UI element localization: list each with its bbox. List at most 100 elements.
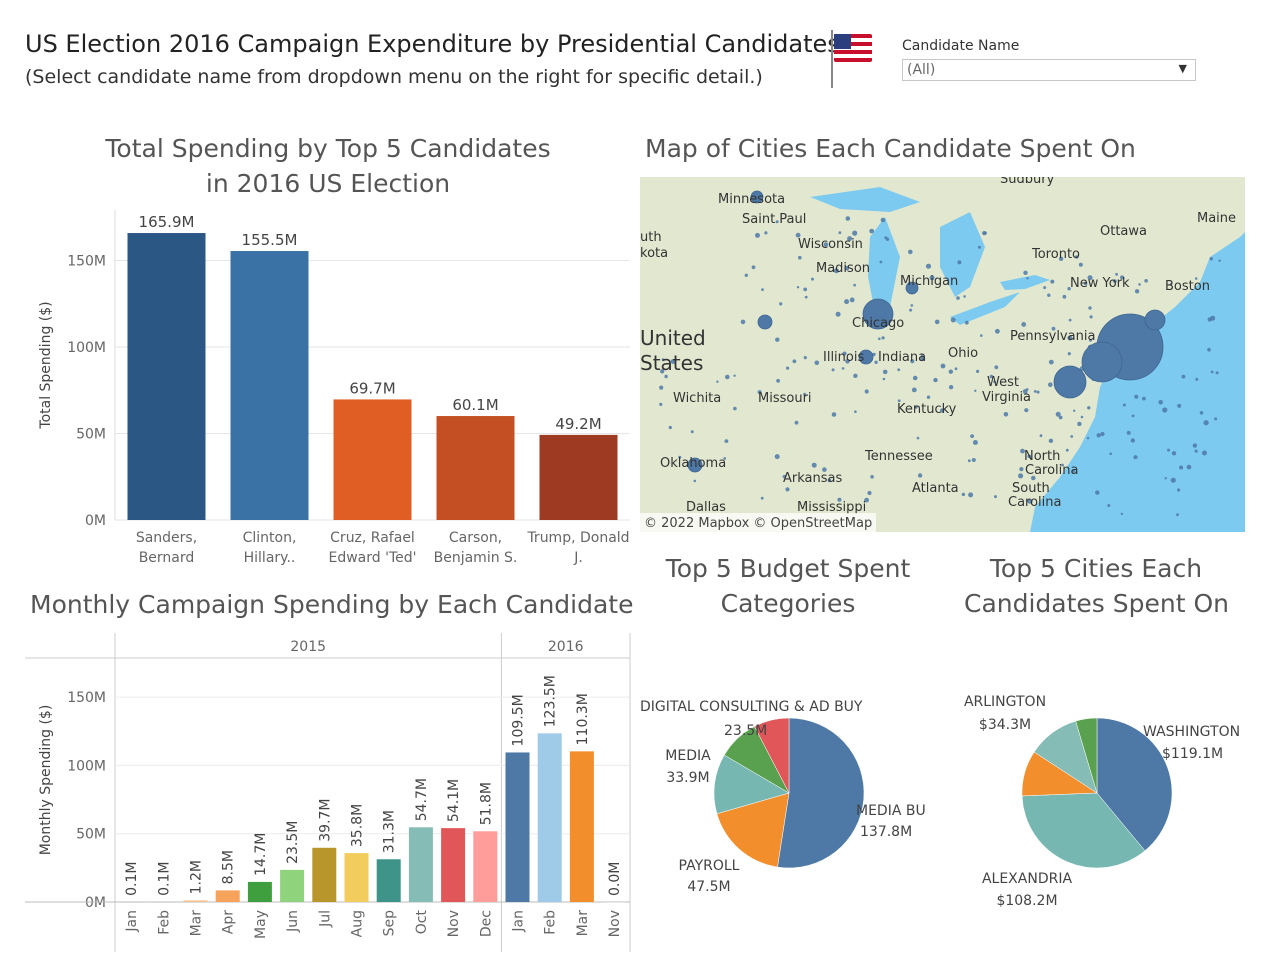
city-dot [760, 496, 764, 500]
month-value-label: 51.8M [478, 782, 494, 825]
city-dot [690, 430, 694, 434]
y-tick-label: 0M [85, 513, 106, 529]
lake-michigan [868, 217, 900, 312]
city-dot [1142, 396, 1146, 401]
map-place-label: Michigan [900, 274, 958, 289]
city-dot [693, 479, 697, 483]
dropdown-arrow-icon[interactable]: ▼ [1178, 62, 1187, 75]
city-dot [914, 405, 918, 409]
city-dot [1067, 352, 1071, 356]
city-dot [1195, 377, 1199, 381]
city-dot [1167, 448, 1170, 452]
map-place-label: Ohio [948, 346, 978, 361]
cities-title-line1: Top 5 Cities Each [989, 554, 1203, 583]
category-label: Sanders, [136, 530, 197, 546]
month-label: Mar [575, 910, 591, 937]
city-dot [948, 369, 953, 374]
pie-value-label: 23.5M [724, 723, 767, 739]
city-dot [723, 457, 727, 460]
cities-pie-chart[interactable]: WASHINGTON $119.1M ALEXANDRIA $108.2M ARLING… [940, 680, 1260, 920]
month-label: Jan [511, 910, 527, 933]
city-dot [910, 359, 915, 364]
city-dot [974, 389, 977, 392]
city-dot [761, 288, 764, 291]
pie-slice-1 [716, 792, 790, 868]
category-label: Hillary.. [244, 550, 296, 566]
month-value-label: 14.7M [253, 833, 269, 876]
big-city-bubble-2 [1053, 365, 1087, 399]
lake-huron [940, 212, 985, 297]
map-place-label: States [640, 351, 703, 375]
city-dot [670, 359, 676, 364]
month-value-label: 35.8M [350, 804, 366, 847]
y-tick-label: 0M [85, 895, 106, 911]
map-place-label: Virginia [982, 390, 1031, 405]
city-dot [1096, 433, 1101, 438]
city-dot [1033, 390, 1037, 393]
year-label: 2016 [548, 639, 584, 655]
city-dot [1089, 315, 1093, 319]
city-spending-dots[interactable] [659, 190, 1221, 517]
map-place-label: Madison [816, 261, 870, 276]
big-city-bubble-5 [757, 314, 773, 330]
city-dot [844, 299, 850, 305]
map-place-label: Atlanta [912, 481, 959, 496]
pie-value-label: 33.9M [666, 770, 709, 786]
bar-3 [436, 416, 515, 520]
city-dot [804, 295, 808, 299]
city-dot [852, 230, 858, 236]
city-dot [1164, 477, 1167, 480]
city-dot [831, 368, 835, 372]
y-tick-label: 150M [67, 690, 106, 706]
bar-value-label: 155.5M [242, 231, 298, 249]
monthly-bar-chart[interactable]: 2015 2016 0M 50M 100M 150M Monthly Spending ($… [0, 630, 640, 961]
budget-title-line1: Top 5 Budget Spent [665, 554, 911, 583]
map-place-label: Pennsylvania [1010, 329, 1095, 344]
city-dot [659, 402, 663, 406]
month-label: Feb [543, 910, 559, 935]
pie-slice-4 [754, 717, 790, 794]
city-dot [1067, 335, 1073, 341]
month-bar-6 [312, 847, 337, 902]
map-place-label: Mississippi [797, 500, 866, 515]
bar-0 [127, 233, 206, 520]
city-dot [1209, 257, 1213, 261]
map-place-label: North [1024, 449, 1060, 464]
month-label: Dec [478, 910, 494, 937]
month-bar-13 [537, 733, 562, 902]
city-dot [920, 353, 924, 357]
city-dot [1120, 275, 1125, 280]
city-dot [1026, 277, 1029, 280]
city-dot [1086, 436, 1090, 440]
month-bar-11 [473, 831, 498, 902]
map-place-label: Carolina [1008, 495, 1062, 510]
city-dot [1112, 279, 1117, 283]
city-dot [882, 369, 888, 375]
month-value-label: 0.0M [607, 862, 623, 896]
city-dot [1203, 420, 1209, 426]
city-dot [912, 375, 918, 381]
city-dot [1202, 450, 1207, 456]
city-spending-map[interactable]: Sudbury Minnesota Saint Paul Maine Ottawa Wis… [640, 177, 1245, 532]
budget-pie-chart[interactable]: MEDIA BUY 137.8M PAYROLL 47.5M MEDIA 33.9M DIG… [636, 680, 926, 920]
city-dot [1077, 421, 1082, 427]
map-place-label: kota [640, 246, 668, 261]
city-dot [920, 356, 926, 362]
city-dot [1065, 448, 1069, 452]
map-place-label: Missouri [758, 391, 812, 406]
city-dot [1072, 469, 1075, 473]
category-label: J. [573, 550, 583, 566]
city-dot [993, 380, 996, 384]
city-dot [803, 287, 808, 292]
city-dot [849, 297, 855, 303]
pie-slice-1 [1021, 792, 1146, 869]
city-dot [1051, 326, 1056, 331]
city-dot [755, 232, 760, 238]
lake-superior [810, 187, 920, 212]
city-dot [845, 216, 851, 221]
top5-bar-chart[interactable]: 0M 50M 100M 150M Total Spending ($) 165.9M San… [0, 200, 640, 580]
map-place-label: Wichita [673, 391, 721, 406]
city-dot [1043, 286, 1047, 290]
candidate-name-dropdown[interactable]: (All) ▼ [902, 59, 1196, 81]
atlantic-ocean [1030, 232, 1245, 532]
